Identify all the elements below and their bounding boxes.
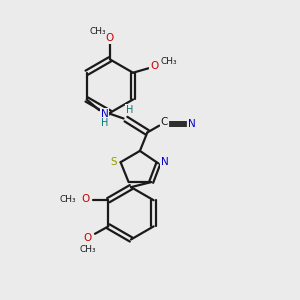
Text: O: O xyxy=(83,233,92,243)
Text: H: H xyxy=(101,118,108,128)
Text: N: N xyxy=(161,157,169,167)
Text: CH₃: CH₃ xyxy=(79,245,96,254)
Text: N: N xyxy=(101,109,108,119)
Text: N: N xyxy=(188,119,196,129)
Text: S: S xyxy=(110,157,117,166)
Text: C: C xyxy=(160,117,168,127)
Text: O: O xyxy=(81,194,89,204)
Text: CH₃: CH₃ xyxy=(161,57,178,66)
Text: O: O xyxy=(150,61,159,71)
Text: H: H xyxy=(126,105,133,115)
Text: O: O xyxy=(106,33,114,43)
Text: CH₃: CH₃ xyxy=(89,27,106,36)
Text: CH₃: CH₃ xyxy=(60,195,76,204)
